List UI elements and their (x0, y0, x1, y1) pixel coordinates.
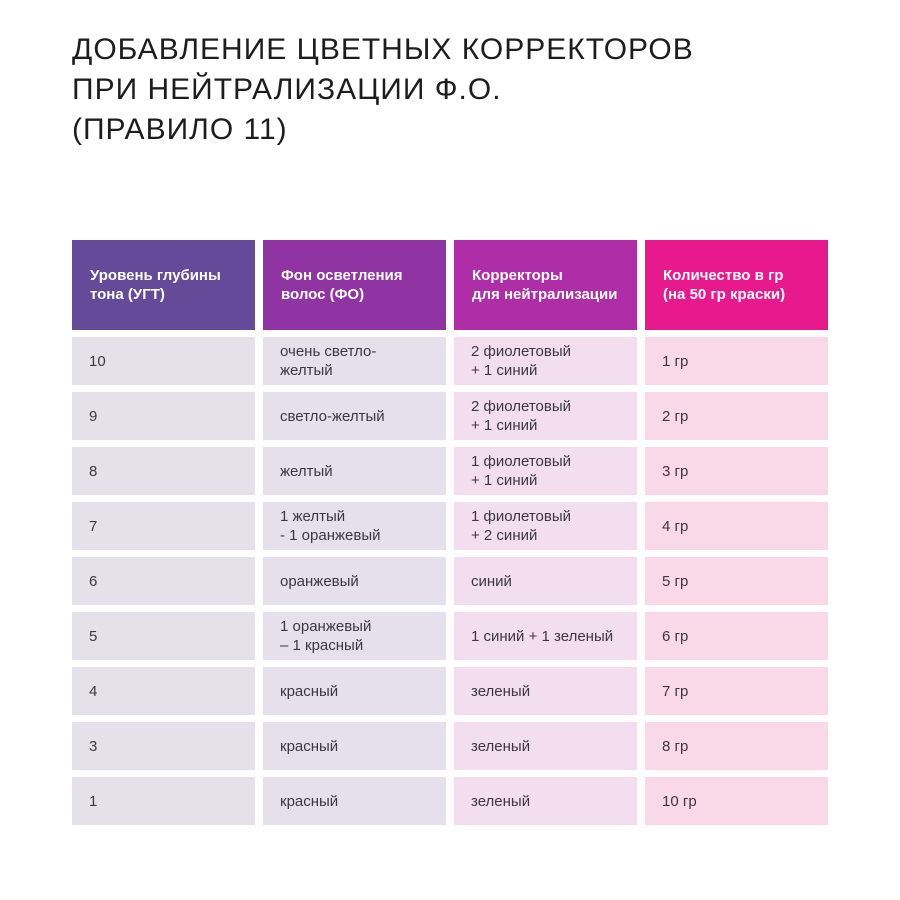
column-header-lightening-background: Фон осветления волос (ФО) (263, 240, 446, 330)
column-header-correctors: Корректоры для нейтрализации (454, 240, 637, 330)
table-cell: 2 фиолетовый + 1 синий (454, 392, 637, 440)
table-cell: красный (263, 722, 446, 770)
column-header-amount-grams: Количество в гр (на 50 гр краски) (645, 240, 828, 330)
table-cell: очень светло-желтый (263, 337, 446, 385)
table-cell: 10 (72, 337, 255, 385)
table-cell: 1 синий + 1 зеленый (454, 612, 637, 660)
table-cell: 10 гр (645, 777, 828, 825)
table-cell: 8 гр (645, 722, 828, 770)
table-cell: 9 (72, 392, 255, 440)
table-cell: красный (263, 777, 446, 825)
table-cell: 7 гр (645, 667, 828, 715)
table-cell: 5 (72, 612, 255, 660)
table-cell: 8 (72, 447, 255, 495)
table-cell: 1 оранжевый – 1 красный (263, 612, 446, 660)
table-cell: синий (454, 557, 637, 605)
color-correctors-table: Уровень глубины тона (УГТ) Фон осветлени… (72, 240, 828, 825)
table-cell: 7 (72, 502, 255, 550)
table-cell: светло-желтый (263, 392, 446, 440)
page-title-line-2: ПРИ НЕЙТРАЛИЗАЦИИ Ф.О. (72, 73, 502, 106)
table-cell: красный (263, 667, 446, 715)
table-cell: оранжевый (263, 557, 446, 605)
table-cell: зеленый (454, 667, 637, 715)
table-cell: 3 (72, 722, 255, 770)
table-cell: 6 (72, 557, 255, 605)
table-cell: 1 (72, 777, 255, 825)
table-cell: 4 гр (645, 502, 828, 550)
page-title-line-1: ДОБАВЛЕНИЕ ЦВЕТНЫХ КОРРЕКТОРОВ (72, 33, 694, 66)
table-cell: 1 гр (645, 337, 828, 385)
table-cell: 6 гр (645, 612, 828, 660)
table-cell: 1 фиолетовый + 2 синий (454, 502, 637, 550)
column-header-tone-depth-level: Уровень глубины тона (УГТ) (72, 240, 255, 330)
table-cell: желтый (263, 447, 446, 495)
table-cell: 3 гр (645, 447, 828, 495)
table-cell: 2 гр (645, 392, 828, 440)
table-cell: 2 фиолетовый + 1 синий (454, 337, 637, 385)
table-cell: зеленый (454, 777, 637, 825)
table-cell: 4 (72, 667, 255, 715)
table-cell: 1 желтый - 1 оранжевый (263, 502, 446, 550)
table-cell: 5 гр (645, 557, 828, 605)
table-cell: зеленый (454, 722, 637, 770)
page-title-line-3: (ПРАВИЛО 11) (72, 113, 288, 146)
page-title: ДОБАВЛЕНИЕ ЦВЕТНЫХ КОРРЕКТОРОВ ПРИ НЕЙТР… (72, 30, 694, 150)
table-cell: 1 фиолетовый + 1 синий (454, 447, 637, 495)
